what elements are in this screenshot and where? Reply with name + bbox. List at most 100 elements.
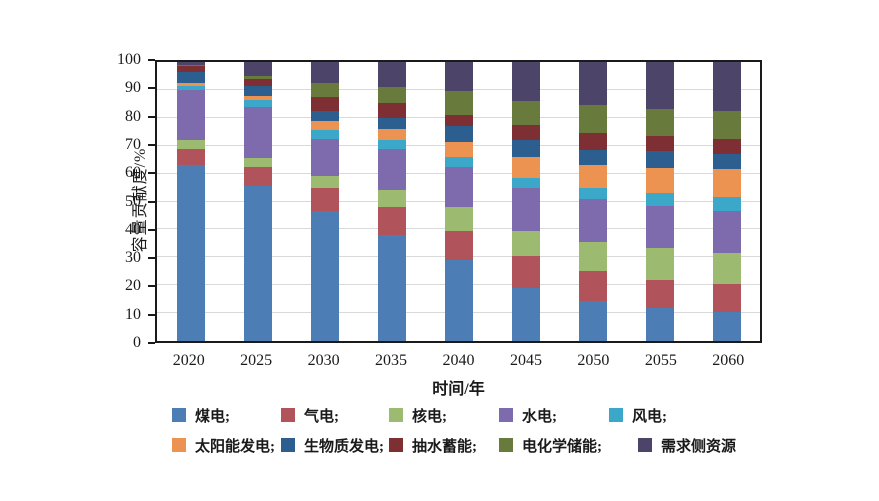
- segment-2030-抽水蓄能: [310, 96, 339, 111]
- segment-2045-风电: [511, 177, 540, 188]
- segment-2050-气电: [578, 271, 607, 301]
- segment-2035-太阳能发电: [377, 129, 406, 141]
- segment-2060-需求侧资源: [712, 62, 741, 111]
- segment-2030-电化学储能: [310, 83, 339, 97]
- segment-2035-气电: [377, 207, 406, 235]
- legend-label: 电化学储能;: [522, 438, 602, 455]
- segment-2050-风电: [578, 187, 607, 199]
- legend-item-煤电: 煤电;: [172, 406, 230, 425]
- y-tick-label-20: 20: [125, 277, 141, 295]
- segment-2040-风电: [444, 156, 473, 167]
- segment-2020-气电: [176, 148, 205, 166]
- segment-2025-需求侧资源: [243, 62, 272, 77]
- segment-2045-生物质发电: [511, 140, 540, 157]
- legend-item-气电: 气电;: [281, 406, 339, 425]
- y-tick-mark-80: [148, 115, 155, 118]
- segment-2050-煤电: [578, 300, 607, 341]
- segment-2030-风电: [310, 130, 339, 139]
- segment-2025-煤电: [243, 186, 272, 341]
- segment-2055-水电: [645, 205, 674, 248]
- segment-2025-水电: [243, 106, 272, 159]
- bar-2030: [310, 62, 339, 341]
- segment-2030-需求侧资源: [310, 62, 339, 84]
- x-tick-label-2040: 2040: [442, 352, 475, 369]
- legend-item-太阳能发电: 太阳能发电;: [172, 436, 275, 455]
- segment-2060-电化学储能: [712, 110, 741, 139]
- stacked-bars: [157, 62, 760, 341]
- legend-swatch-生物质发电: [281, 438, 295, 452]
- segment-2050-电化学储能: [578, 105, 607, 134]
- legend-swatch-水电: [499, 408, 513, 422]
- segment-2025-核电: [243, 158, 272, 167]
- y-tick-mark-0: [148, 342, 155, 344]
- segment-2060-核电: [712, 253, 741, 284]
- x-tick-label-2030: 2030: [307, 352, 340, 369]
- x-tick-label-2050: 2050: [577, 352, 610, 369]
- legend-swatch-电化学储能: [499, 438, 513, 452]
- segment-2055-抽水蓄能: [645, 135, 674, 152]
- y-tick-mark-30: [148, 257, 155, 260]
- segment-2060-气电: [712, 283, 741, 312]
- bar-2025: [243, 62, 272, 341]
- legend-swatch-需求侧资源: [638, 438, 652, 452]
- segment-2045-需求侧资源: [511, 62, 540, 102]
- x-tick-label-2035: 2035: [375, 352, 408, 369]
- y-tick-label-30: 30: [125, 249, 141, 267]
- segment-2060-太阳能发电: [712, 169, 741, 198]
- segment-2025-气电: [243, 166, 272, 187]
- segment-2050-水电: [578, 198, 607, 242]
- y-tick-mark-70: [148, 143, 155, 146]
- segment-2060-抽水蓄能: [712, 138, 741, 155]
- legend-swatch-风电: [609, 408, 623, 422]
- legend-item-需求侧资源: 需求侧资源: [638, 436, 736, 455]
- legend-label: 生物质发电;: [304, 438, 384, 455]
- legend-label: 抽水蓄能;: [412, 438, 477, 455]
- legend-swatch-煤电: [172, 408, 186, 422]
- segment-2055-需求侧资源: [645, 62, 674, 110]
- legend-item-风电: 风电;: [609, 406, 667, 425]
- segment-2030-水电: [310, 138, 339, 177]
- segment-2050-生物质发电: [578, 149, 607, 166]
- segment-2055-煤电: [645, 307, 674, 341]
- legend-swatch-气电: [281, 408, 295, 422]
- y-tick-label-0: 0: [133, 334, 141, 351]
- segment-2050-核电: [578, 241, 607, 272]
- segment-2025-抽水蓄能: [243, 78, 272, 86]
- segment-2035-生物质发电: [377, 117, 406, 129]
- y-tick-mark-20: [148, 285, 155, 288]
- y-tick-label-100: 100: [117, 51, 141, 68]
- x-tick-label-2055: 2055: [644, 352, 677, 369]
- segment-2035-煤电: [377, 234, 406, 341]
- y-tick-label-60: 60: [125, 164, 141, 182]
- segment-2030-煤电: [310, 211, 339, 341]
- segment-2030-生物质发电: [310, 110, 339, 121]
- segment-2045-电化学储能: [511, 101, 540, 125]
- segment-2020-太阳能发电: [176, 82, 205, 86]
- segment-2055-电化学储能: [645, 109, 674, 136]
- segment-2035-核电: [377, 190, 406, 208]
- y-tick-label-70: 70: [125, 135, 141, 153]
- segment-2035-水电: [377, 148, 406, 191]
- y-tick-mark-50: [148, 200, 155, 203]
- bar-2020: [176, 62, 205, 341]
- bar-2060: [712, 62, 741, 341]
- y-tick-label-80: 80: [125, 107, 141, 125]
- segment-2055-气电: [645, 279, 674, 308]
- segment-2020-需求侧资源: [176, 62, 205, 65]
- legend-label: 太阳能发电;: [195, 438, 275, 455]
- segment-2020-核电: [176, 140, 205, 149]
- segment-2030-气电: [310, 187, 339, 212]
- legend-swatch-抽水蓄能: [389, 438, 403, 452]
- legend-item-水电: 水电;: [499, 406, 557, 425]
- segment-2045-抽水蓄能: [511, 124, 540, 141]
- segment-2040-太阳能发电: [444, 141, 473, 157]
- bar-2050: [578, 62, 607, 341]
- y-tick-mark-60: [148, 172, 155, 175]
- segment-2030-太阳能发电: [310, 120, 339, 131]
- segment-2020-电化学储能: [176, 64, 205, 67]
- segment-2045-核电: [511, 230, 540, 256]
- segment-2040-需求侧资源: [444, 62, 473, 92]
- bar-2045: [511, 62, 540, 341]
- x-tick-label-2060: 2060: [712, 352, 745, 369]
